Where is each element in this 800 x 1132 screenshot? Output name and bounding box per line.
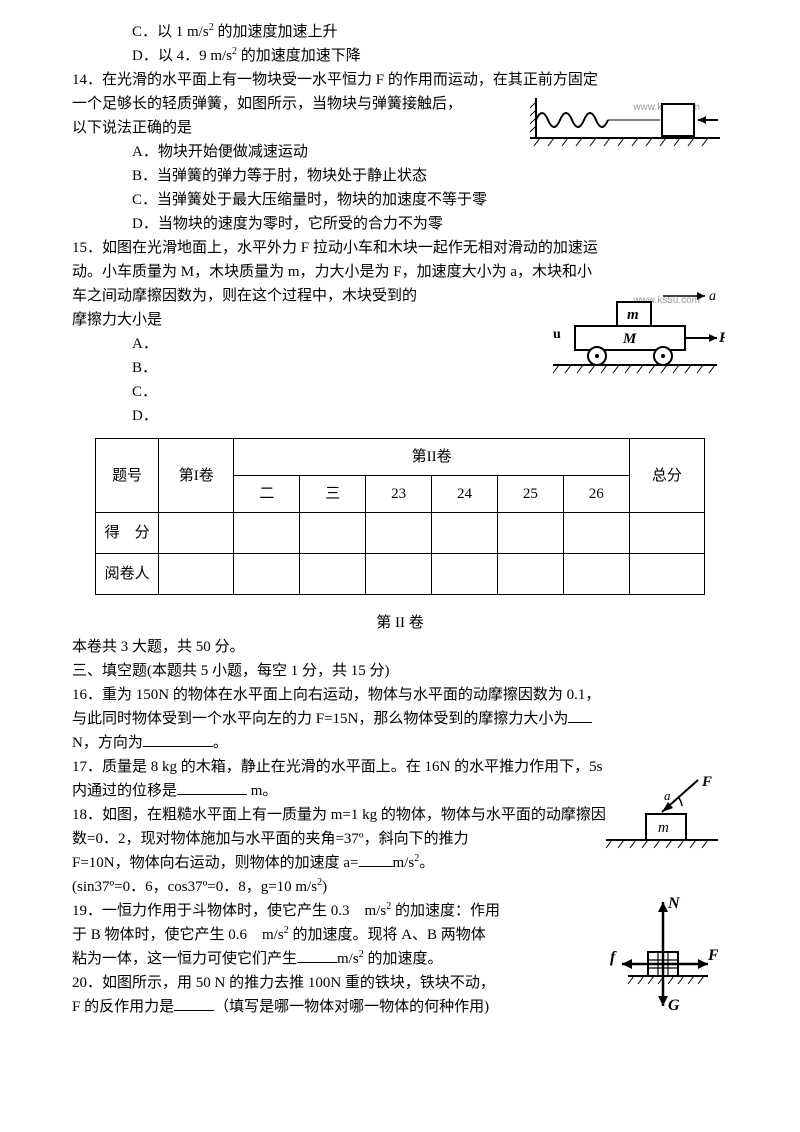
exam-page: C．以 1 m/s2 的加速度加速上升 D．以 4．9 m/s2 的加速度加速下…: [0, 0, 800, 1132]
fill-blank[interactable]: [297, 947, 337, 963]
cell-sub: 24: [432, 476, 498, 513]
svg-text:m: m: [658, 820, 669, 836]
table-row: 得 分: [96, 513, 705, 554]
part2-desc: 本卷共 3 大题，共 50 分。: [72, 635, 728, 659]
text: 内通过的位移是: [72, 783, 177, 799]
svg-text:F: F: [707, 947, 718, 964]
svg-text:a: a: [664, 788, 671, 803]
score-table: 题号 第I卷 第II卷 总分 二 三 23 24 25 26 得 分 阅卷人: [95, 438, 705, 595]
cell-sub: 25: [497, 476, 563, 513]
text: 19．一恒力作用于斗物体时，使它产生 0.3 m/s: [72, 903, 386, 919]
text: 粘为一体，这一恒力可使它们产生: [72, 951, 297, 967]
text: 的加速度。: [364, 951, 443, 967]
cell-sub: 三: [300, 476, 366, 513]
text: 的加速度加速上升: [214, 24, 338, 40]
cell-marker-label: 阅卷人: [96, 554, 159, 595]
text: m。: [247, 783, 277, 799]
svg-text:m: m: [627, 307, 639, 323]
cell-title-num: 题号: [96, 439, 159, 513]
text: 的加速度：作用: [391, 903, 500, 919]
text: F 的反作用力是: [72, 999, 174, 1015]
text: 。: [419, 855, 434, 871]
figure-spring-block: [530, 98, 720, 150]
fill-blank[interactable]: [568, 707, 592, 723]
fill-blank[interactable]: [143, 731, 213, 747]
section3-title: 三、填空题(本题共 5 小题，每空 1 分，共 15 分): [72, 659, 728, 683]
text: m/s: [337, 951, 359, 967]
svg-text:M: M: [622, 331, 637, 347]
svg-text:F: F: [718, 330, 725, 346]
fill-blank[interactable]: [177, 779, 247, 795]
text: 于 B 物体时，使它产生 0.6 m/s: [72, 927, 284, 943]
part2-title: 第 II 卷: [72, 611, 728, 635]
figure-force-diagram: N F f G: [608, 894, 718, 1014]
text: (sin37º=0．6，cos37º=0．8，g=10 m/s: [72, 879, 317, 895]
q15-option-d: D．: [72, 404, 728, 428]
svg-text:a: a: [709, 289, 716, 304]
q16-line2: 与此同时物体受到一个水平向左的力 F=15N，那么物体受到的摩擦力大小为: [72, 707, 728, 731]
figure-inclined-force: F a m: [602, 776, 722, 856]
q15-line1: 15．如图在光滑地面上，水平外力 F 拉动小车和木块一起作无相对滑动的加速运: [72, 236, 728, 260]
svg-text:f: f: [610, 949, 617, 966]
table-row: 题号 第I卷 第II卷 总分: [96, 439, 705, 476]
table-row: 阅卷人: [96, 554, 705, 595]
cell-sub: 二: [234, 476, 300, 513]
text: 。: [213, 735, 228, 751]
svg-text:G: G: [668, 997, 680, 1014]
svg-text:N: N: [667, 895, 681, 912]
q15-option-c: C．: [72, 380, 728, 404]
text: 的加速度加速下降: [237, 48, 361, 64]
q14-option-b: B．当弹簧的弹力等于肘，物块处于静止状态: [72, 164, 728, 188]
q16-line1: 16．重为 150N 的物体在水平面上向右运动，物体与水平面的动摩擦因数为 0.…: [72, 683, 728, 707]
figure-cart-block: a m M u F: [545, 288, 725, 378]
q13-option-c: C．以 1 m/s2 的加速度加速上升: [72, 20, 728, 44]
fill-blank[interactable]: [174, 995, 214, 1011]
text: 与此同时物体受到一个水平向左的力 F=15N，那么物体受到的摩擦力大小为: [72, 711, 568, 727]
text: ): [322, 879, 327, 895]
cell-score-label: 得 分: [96, 513, 159, 554]
fill-blank[interactable]: [359, 851, 393, 867]
cell-juan1: 第I卷: [159, 439, 234, 513]
q15-line2: 动。小车质量为 M，木块质量为 m，力大小是为 F，加速度大小为 a，木块和小: [72, 260, 728, 284]
q14-option-c: C．当弹簧处于最大压缩量时，物块的加速度不等于零: [72, 188, 728, 212]
svg-text:F: F: [701, 776, 712, 790]
svg-text:u: u: [553, 327, 561, 342]
cell-sub: 23: [366, 476, 432, 513]
cell-sub: 26: [563, 476, 629, 513]
q13-option-d: D．以 4．9 m/s2 的加速度加速下降: [72, 44, 728, 68]
q14-line1: 14．在光滑的水平面上有一物块受一水平恒力 F 的作用而运动，在其正前方固定: [72, 68, 728, 92]
text: F=10N，物体向右运动，则物体的加速度 a=: [72, 855, 359, 871]
q14-option-d: D．当物块的速度为零时，它所受的合力不为零: [72, 212, 728, 236]
text: m/s: [393, 855, 415, 871]
text: 的加速度。现将 A、B 两物体: [289, 927, 486, 943]
text: D．以 4．9 m/s: [132, 48, 232, 64]
text: N，方向为: [72, 735, 143, 751]
cell-juan2: 第II卷: [234, 439, 629, 476]
q16-line3: N，方向为 。: [72, 731, 728, 755]
cell-total: 总分: [629, 439, 704, 513]
text: C．以 1 m/s: [132, 24, 209, 40]
text: （填写是哪一物体对哪一物体的何种作用): [214, 999, 489, 1015]
